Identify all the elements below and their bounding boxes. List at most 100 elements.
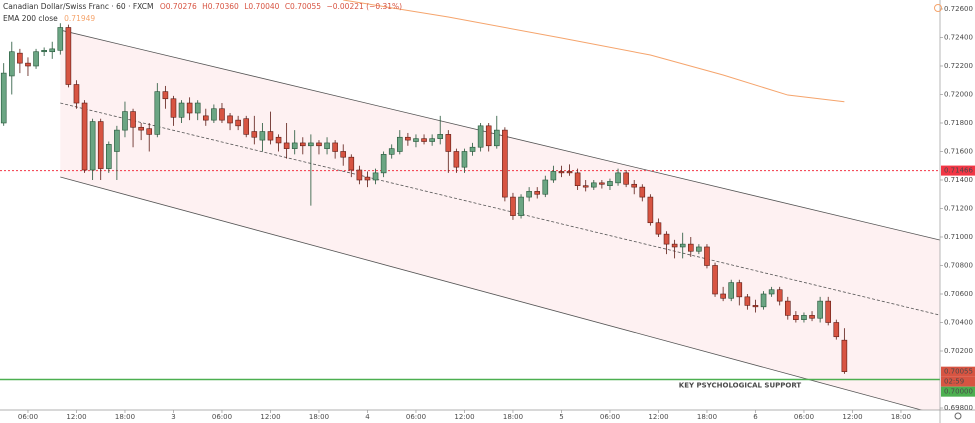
candle-body: [558, 171, 565, 174]
candle-body: [146, 128, 153, 135]
y-tick-label: 0.72400: [944, 33, 973, 41]
x-tick-label: 12:00: [260, 413, 280, 421]
ohlc-high: H0.70360: [202, 2, 239, 11]
candle-body: [453, 151, 460, 168]
x-tick-label: 06:00: [406, 413, 426, 421]
candle-body: [712, 265, 718, 295]
candle-body: [801, 315, 807, 320]
candle-body: [380, 154, 387, 174]
alert-icon[interactable]: [934, 4, 942, 12]
candle-body: [308, 142, 314, 147]
candle-body: [696, 246, 702, 252]
candle-body: [445, 134, 452, 152]
candle-body: [388, 148, 395, 155]
candle-body: [97, 121, 104, 169]
candle-body: [615, 172, 621, 184]
candle-body: [526, 191, 532, 198]
candle-body: [235, 119, 241, 127]
candle-body: [518, 196, 524, 216]
candle-body: [566, 171, 573, 174]
y-tick-label: 0.72200: [944, 62, 973, 70]
candle-body: [833, 322, 840, 338]
candle-body: [542, 179, 549, 195]
x-tick-label: 18:00: [115, 413, 135, 421]
candle-body: [405, 136, 411, 141]
candle-body: [631, 183, 638, 188]
plot-area: [0, 0, 940, 410]
ema-legend: EMA 200 close 0.71949: [3, 14, 95, 23]
candle-body: [784, 300, 791, 316]
x-tick-label: 12:00: [454, 413, 474, 421]
candle-body: [243, 118, 250, 135]
y-tick-label: 0.72000: [944, 90, 973, 98]
candle-body: [760, 293, 767, 308]
candle-body: [41, 50, 47, 53]
ema-line: [343, 0, 845, 103]
x-tick-label: 18:00: [697, 413, 717, 421]
x-tick-label: 5: [559, 413, 563, 421]
y-tick-label: 0.71600: [944, 147, 973, 155]
resistance-label: 0.71466: [944, 167, 973, 175]
candle-body: [607, 181, 613, 186]
candle-body: [316, 142, 322, 147]
countdown-label: 02:59: [944, 378, 964, 386]
candle-body: [720, 293, 726, 299]
x-tick-label: 6: [753, 413, 758, 421]
candle-body: [647, 196, 654, 224]
candle-body: [429, 138, 435, 142]
candle-body: [65, 27, 72, 85]
resistance-box: [941, 165, 975, 176]
channel-fill: [60, 30, 940, 410]
candle-body: [793, 315, 799, 320]
candle-body: [259, 131, 266, 141]
candle-body: [728, 282, 735, 299]
candle-body: [138, 126, 144, 131]
channel-lower: [60, 176, 923, 410]
candle-body: [170, 98, 177, 118]
candle-body: [154, 91, 161, 135]
candle-body: [550, 171, 557, 181]
candle-body: [413, 138, 419, 142]
candle-body: [9, 51, 15, 77]
x-tick-label: 06:00: [18, 413, 38, 421]
candle-body: [752, 305, 759, 308]
candle-body: [178, 102, 185, 118]
support-text: KEY PSYCHOLOGICAL SUPPORT: [679, 382, 802, 390]
candle-body: [485, 125, 492, 147]
candle-body: [582, 185, 589, 188]
candle-body: [73, 84, 80, 104]
candle-body: [186, 102, 193, 114]
channel-upper: [60, 29, 940, 241]
candle-body: [211, 108, 217, 121]
ohlc-low: L0.70040: [244, 2, 279, 11]
candle-body: [809, 315, 815, 319]
y-tick-label: 0.70800: [944, 261, 973, 269]
candle-body: [744, 296, 751, 306]
ohlc-open: O0.70276: [160, 2, 197, 11]
candle-body: [291, 142, 298, 149]
settings-icon[interactable]: [954, 412, 962, 420]
candle-body: [356, 169, 363, 181]
candle-body: [679, 243, 686, 248]
y-tick-label: 0.70600: [944, 290, 973, 298]
candle-body: [655, 222, 662, 235]
candle-body: [599, 182, 605, 185]
candle-body: [49, 48, 56, 53]
x-tick-label: 3: [171, 413, 175, 421]
candle-body: [574, 172, 581, 186]
candle-body: [510, 196, 516, 216]
candle-body: [267, 131, 274, 141]
candle-body: [461, 151, 468, 168]
candle-body: [275, 136, 282, 144]
candle-body: [106, 144, 112, 169]
candle-body: [421, 138, 427, 142]
symbol: Canadian Dollar/Swiss Franc · 60 · FXCM: [3, 2, 153, 11]
candle-body: [340, 151, 347, 158]
candle-body: [396, 136, 403, 152]
y-tick-label: 0.71000: [944, 233, 973, 241]
candle-body: [283, 142, 290, 149]
candle-body: [671, 243, 678, 248]
candle-body: [704, 246, 710, 266]
candle-body: [364, 176, 371, 181]
candle-body: [841, 339, 848, 372]
